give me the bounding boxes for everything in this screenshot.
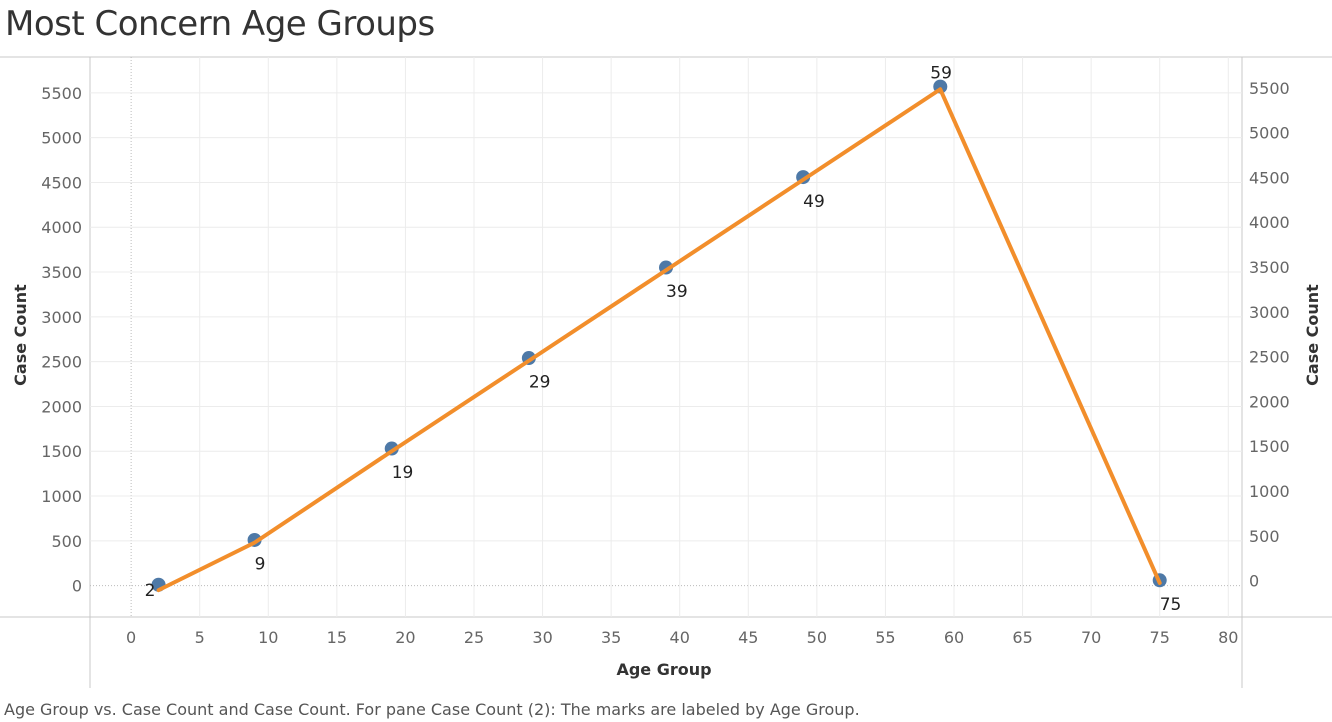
- y-tick-label-left: 4500: [41, 173, 82, 192]
- y-tick-label-right: 5500: [1249, 79, 1290, 98]
- chart-title: Most Concern Age Groups: [5, 4, 435, 44]
- point-label: 49: [803, 192, 825, 212]
- x-tick-label: 0: [126, 628, 136, 647]
- x-axis-title: Age Group: [616, 660, 711, 679]
- y-axis-left: 0 500 1000 1500 2000 2500 3000 3500 4000 4500 5000…: [41, 84, 82, 596]
- x-tick-label: 60: [944, 628, 964, 647]
- y-tick-label-left: 5500: [41, 84, 82, 103]
- x-tick-label: 65: [1012, 628, 1032, 647]
- y-tick-label-right: 1000: [1249, 482, 1290, 501]
- x-tick-label: 45: [738, 628, 758, 647]
- x-tick-label: 30: [532, 628, 552, 647]
- y-tick-label-right: 4500: [1249, 168, 1290, 187]
- y-tick-label-left: 2000: [41, 397, 82, 416]
- chart-frame: [0, 56, 1332, 688]
- point-label: 59: [930, 63, 952, 83]
- y-axis-title-left: Case Count: [11, 284, 30, 386]
- point-label: 2: [145, 581, 156, 601]
- x-tick-label: 20: [395, 628, 415, 647]
- x-tick-label: 70: [1081, 628, 1101, 647]
- y-tick-label-right: 1500: [1249, 437, 1290, 456]
- x-tick-label: 35: [601, 628, 621, 647]
- gridlines: [90, 57, 1242, 617]
- y-tick-label-left: 3500: [41, 263, 82, 282]
- y-tick-label-left: 4000: [41, 218, 82, 237]
- y-tick-label-right: 0: [1249, 572, 1259, 591]
- y-tick-label-right: 4000: [1249, 213, 1290, 232]
- x-tick-label: 10: [258, 628, 278, 647]
- y-tick-label-left: 2500: [41, 353, 82, 372]
- y-tick-label-left: 1500: [41, 442, 82, 461]
- series-line-path: [156, 87, 1162, 593]
- y-tick-label-left: 1000: [41, 487, 82, 506]
- x-tick-label: 80: [1218, 628, 1238, 647]
- y-tick-label-right: 2500: [1249, 348, 1290, 367]
- point-label: 75: [1160, 595, 1182, 615]
- y-tick-label-right: 5000: [1249, 124, 1290, 143]
- x-tick-label: 5: [195, 628, 205, 647]
- x-tick-label: 25: [464, 628, 484, 647]
- y-tick-label-left: 5000: [41, 129, 82, 148]
- series-case-count-line: [156, 87, 1162, 593]
- point-label: 19: [392, 463, 414, 483]
- y-tick-label-right: 3000: [1249, 303, 1290, 322]
- x-axis: 0 5 10 15 20 25 30 35 40 45 50 55 60 65 70 75 80: [126, 628, 1238, 647]
- y-axis-title-right: Case Count: [1303, 284, 1322, 386]
- y-axis-right: 0 500 1000 1500 2000 2500 3000 3500 4000 4500 5000…: [1249, 79, 1290, 591]
- chart-caption: Age Group vs. Case Count and Case Count.…: [4, 700, 860, 719]
- series-case-count-points: [151, 79, 1167, 592]
- y-tick-label-right: 500: [1249, 527, 1280, 546]
- point-label: 29: [529, 373, 551, 393]
- y-tick-label-left: 500: [51, 532, 82, 551]
- y-tick-label-right: 2000: [1249, 392, 1290, 411]
- point-label: 9: [255, 555, 266, 575]
- x-tick-label: 50: [807, 628, 827, 647]
- y-tick-label-left: 3000: [41, 308, 82, 327]
- x-tick-label: 15: [327, 628, 347, 647]
- x-tick-label: 75: [1150, 628, 1170, 647]
- x-tick-label: 55: [875, 628, 895, 647]
- point-label: 39: [666, 282, 688, 302]
- y-tick-label-right: 3500: [1249, 258, 1290, 277]
- y-tick-label-left: 0: [72, 577, 82, 596]
- x-tick-label: 40: [670, 628, 690, 647]
